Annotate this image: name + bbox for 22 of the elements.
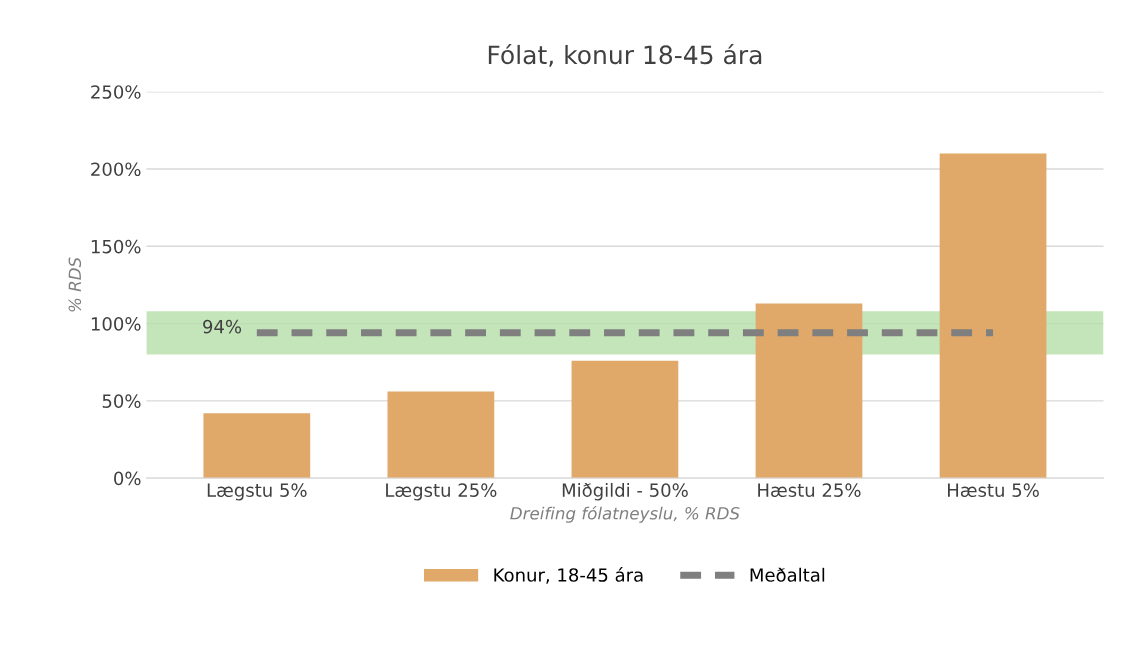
y-tick-label: 200% [91, 162, 141, 177]
data-label: 94% [203, 319, 242, 334]
bar [387, 391, 495, 479]
x-tick-label: Hæstu 25% [758, 483, 861, 497]
chart-title: Fólat, konur 18-45 ára [488, 43, 762, 67]
y-tick-label: 150% [91, 239, 141, 254]
bar [939, 153, 1047, 479]
bar [203, 413, 311, 479]
y-tick-label: 100% [91, 317, 141, 331]
x-axis-title: Dreifing fólatneyslu, % RDS [510, 506, 740, 523]
y-tick-label: 0% [114, 471, 141, 486]
y-tick-label: 50% [102, 394, 141, 408]
x-tick-label: Lægstu 5% [207, 483, 307, 501]
y-tick-label: 250% [91, 85, 141, 99]
legend-label: Meðaltal [750, 567, 825, 582]
bar [571, 360, 679, 479]
x-tick-label: Miðgildi - 50% [562, 483, 688, 501]
x-tick-label: Hæstu 5% [948, 483, 1039, 497]
y-axis-title: % RDS [68, 257, 82, 312]
legend-label: Konur, 18-45 ára [494, 567, 643, 584]
bar [755, 303, 863, 479]
x-tick-label: Lægstu 25% [386, 483, 497, 501]
